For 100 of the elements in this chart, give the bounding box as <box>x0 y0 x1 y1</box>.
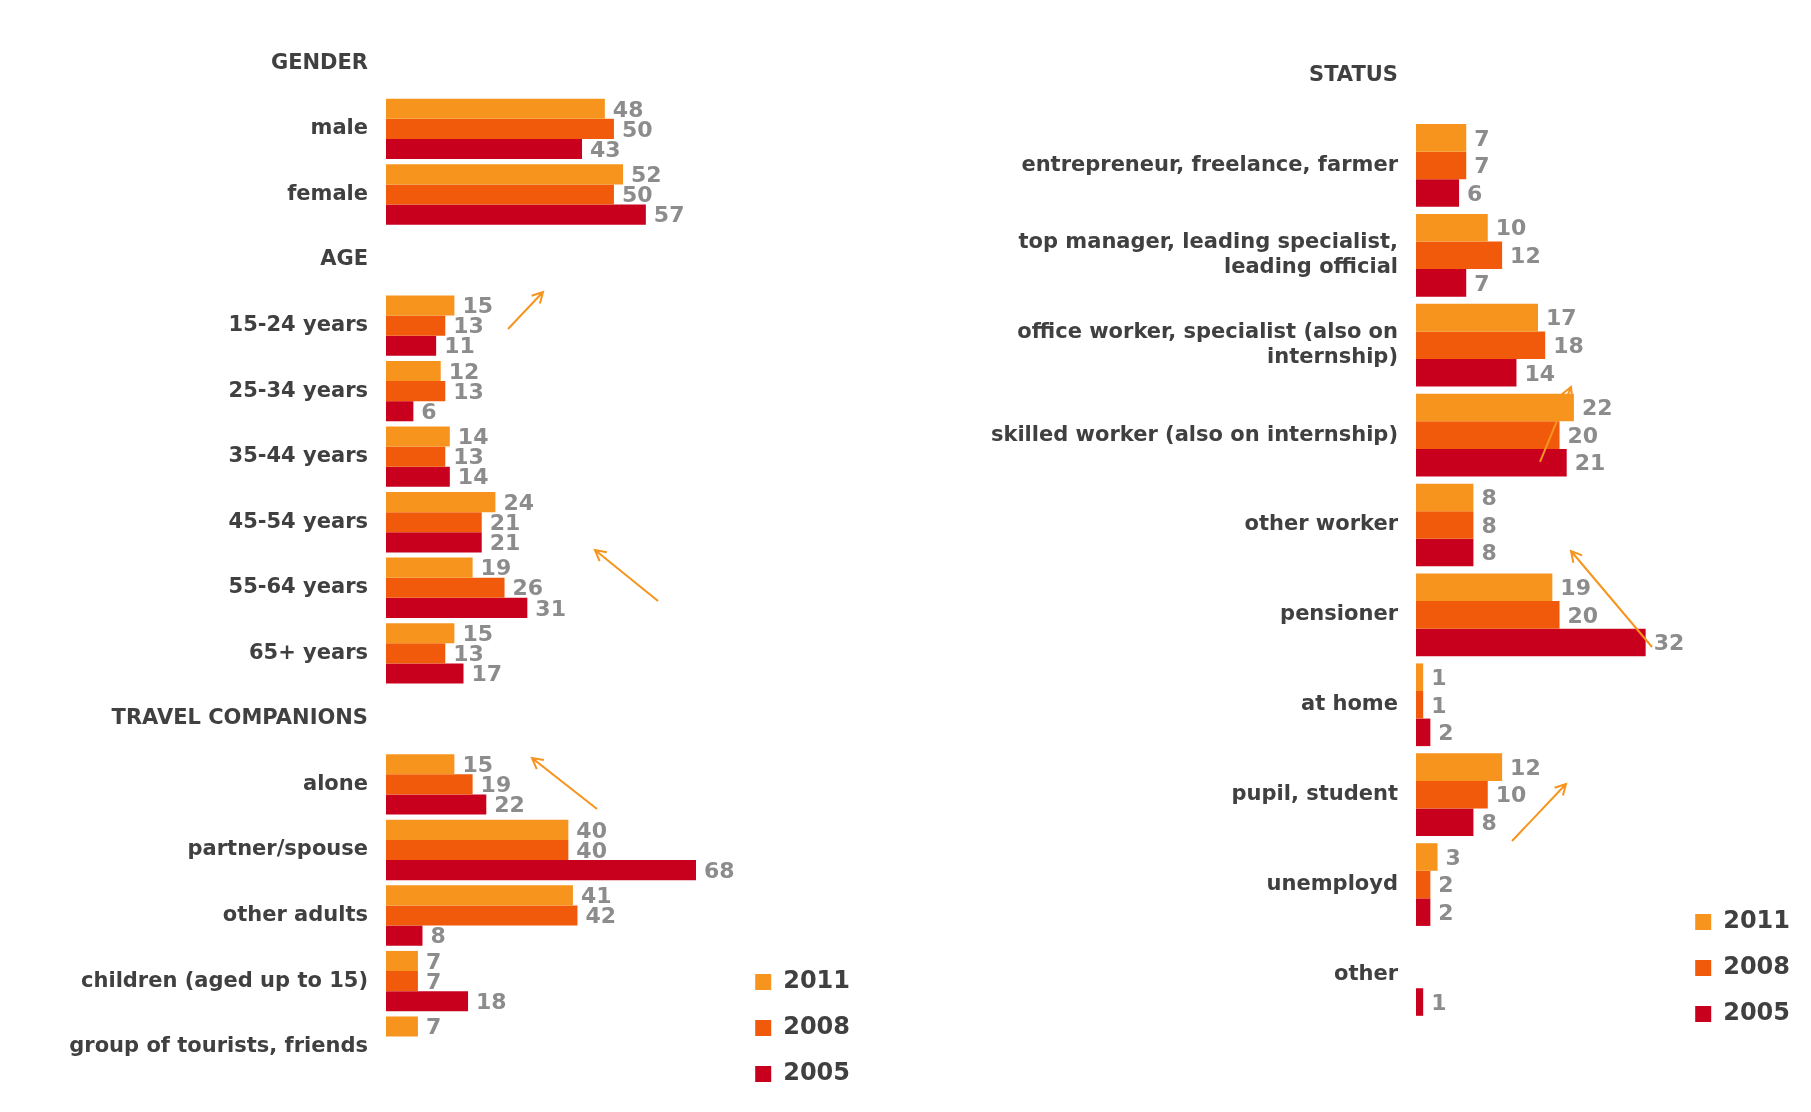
y-tick-label: other worker <box>1244 511 1399 536</box>
y-tick-label: skilled worker (also on internship) <box>990 421 1398 446</box>
bar <box>386 925 423 946</box>
data-label: 7 <box>1474 153 1490 179</box>
bar <box>386 1016 418 1037</box>
bar <box>386 98 605 119</box>
bar <box>1416 843 1438 871</box>
bar <box>386 597 528 618</box>
y-tick-label: at home <box>1300 691 1398 716</box>
bar <box>1416 753 1503 781</box>
y-tick-label: partner/spouse <box>187 836 368 861</box>
bar <box>1416 448 1567 477</box>
y-tick-label: pensioner <box>1280 601 1399 626</box>
bar <box>386 950 418 972</box>
bar <box>1416 483 1474 512</box>
bar <box>1416 538 1474 567</box>
data-label: 2 <box>1438 899 1454 925</box>
bar <box>386 164 624 185</box>
bar <box>386 819 569 840</box>
data-label: 14 <box>1524 360 1556 386</box>
bar <box>1416 421 1560 449</box>
bar <box>1416 898 1431 926</box>
bar <box>386 557 473 578</box>
bar <box>386 991 469 1012</box>
bar <box>386 204 646 225</box>
data-label: 32 <box>1653 630 1685 656</box>
y-tick-label: other <box>1333 960 1399 985</box>
bar <box>1416 359 1517 387</box>
bar <box>386 381 446 402</box>
y-tick-label: children (aged up to 15) <box>81 967 368 992</box>
data-label: 8 <box>1481 809 1497 835</box>
bar <box>1416 988 1424 1016</box>
bar <box>386 905 578 926</box>
bar <box>1416 663 1424 691</box>
bar <box>386 532 482 553</box>
bar <box>1416 241 1503 270</box>
bar <box>1416 331 1546 359</box>
data-label: 20 <box>1567 602 1599 628</box>
data-label: 7 <box>425 1014 442 1040</box>
bar <box>386 794 487 815</box>
bar <box>386 885 573 906</box>
bar <box>1416 393 1574 422</box>
data-label: 11 <box>444 333 475 359</box>
bar <box>1416 870 1431 899</box>
y-tick-label: male <box>310 115 368 140</box>
data-label: 8 <box>1481 485 1497 511</box>
bar <box>1416 511 1474 539</box>
bar <box>1416 151 1467 180</box>
y-tick-label: unemployd <box>1266 871 1398 896</box>
data-label: 7 <box>1474 270 1490 296</box>
bar <box>1416 303 1538 332</box>
data-label: 6 <box>421 398 437 424</box>
data-label: 15 <box>462 620 494 646</box>
bar <box>1416 691 1424 719</box>
bar <box>1416 601 1560 629</box>
y-tick-label: group of tourists, friends <box>69 1033 368 1058</box>
y-tick-label: office worker, specialist (also on internship) <box>1017 319 1398 369</box>
y-tick-label: STATUS <box>1309 62 1398 86</box>
legend-label: 2008 <box>1723 952 1790 981</box>
legend-label: 2008 <box>783 1012 850 1041</box>
data-label: 14 <box>457 464 489 490</box>
y-tick-label: 65+ years <box>248 639 368 664</box>
data-label: 8 <box>430 923 446 949</box>
bar <box>386 663 464 684</box>
bar <box>1416 780 1488 809</box>
bar <box>386 466 450 487</box>
data-label: 21 <box>1574 450 1606 476</box>
bar <box>1416 269 1467 297</box>
data-label: 12 <box>1510 243 1541 269</box>
data-label: 42 <box>585 903 617 929</box>
bar <box>386 118 614 139</box>
data-label: 12 <box>1510 754 1541 780</box>
bar <box>1416 213 1488 242</box>
bar <box>386 295 455 316</box>
bar <box>1416 808 1474 837</box>
data-label: 17 <box>1546 305 1577 331</box>
bar <box>386 446 446 467</box>
data-label: 3 <box>1445 844 1461 870</box>
bar <box>386 839 569 861</box>
bar <box>386 643 446 664</box>
data-label: 10 <box>1495 782 1527 808</box>
y-tick-label: top manager, leading specialist, leading official <box>1018 229 1398 279</box>
bar <box>386 512 482 533</box>
data-label: 8 <box>1481 540 1497 566</box>
data-label: 18 <box>476 988 507 1014</box>
data-label: 22 <box>1581 395 1613 421</box>
bar <box>386 426 450 447</box>
data-label: 20 <box>1567 422 1599 448</box>
y-tick-label: AGE <box>320 246 368 271</box>
data-label: 18 <box>1553 332 1584 358</box>
y-tick-label: 35-44 years <box>228 443 368 468</box>
bar <box>386 860 696 881</box>
bar <box>1416 628 1646 657</box>
bar <box>386 623 455 644</box>
data-label: 8 <box>1481 512 1497 538</box>
bar <box>386 335 437 356</box>
y-tick-label: 25-34 years <box>228 377 368 402</box>
data-label: 17 <box>471 661 503 687</box>
y-tick-label: pupil, student <box>1231 781 1398 806</box>
bar <box>386 184 614 205</box>
